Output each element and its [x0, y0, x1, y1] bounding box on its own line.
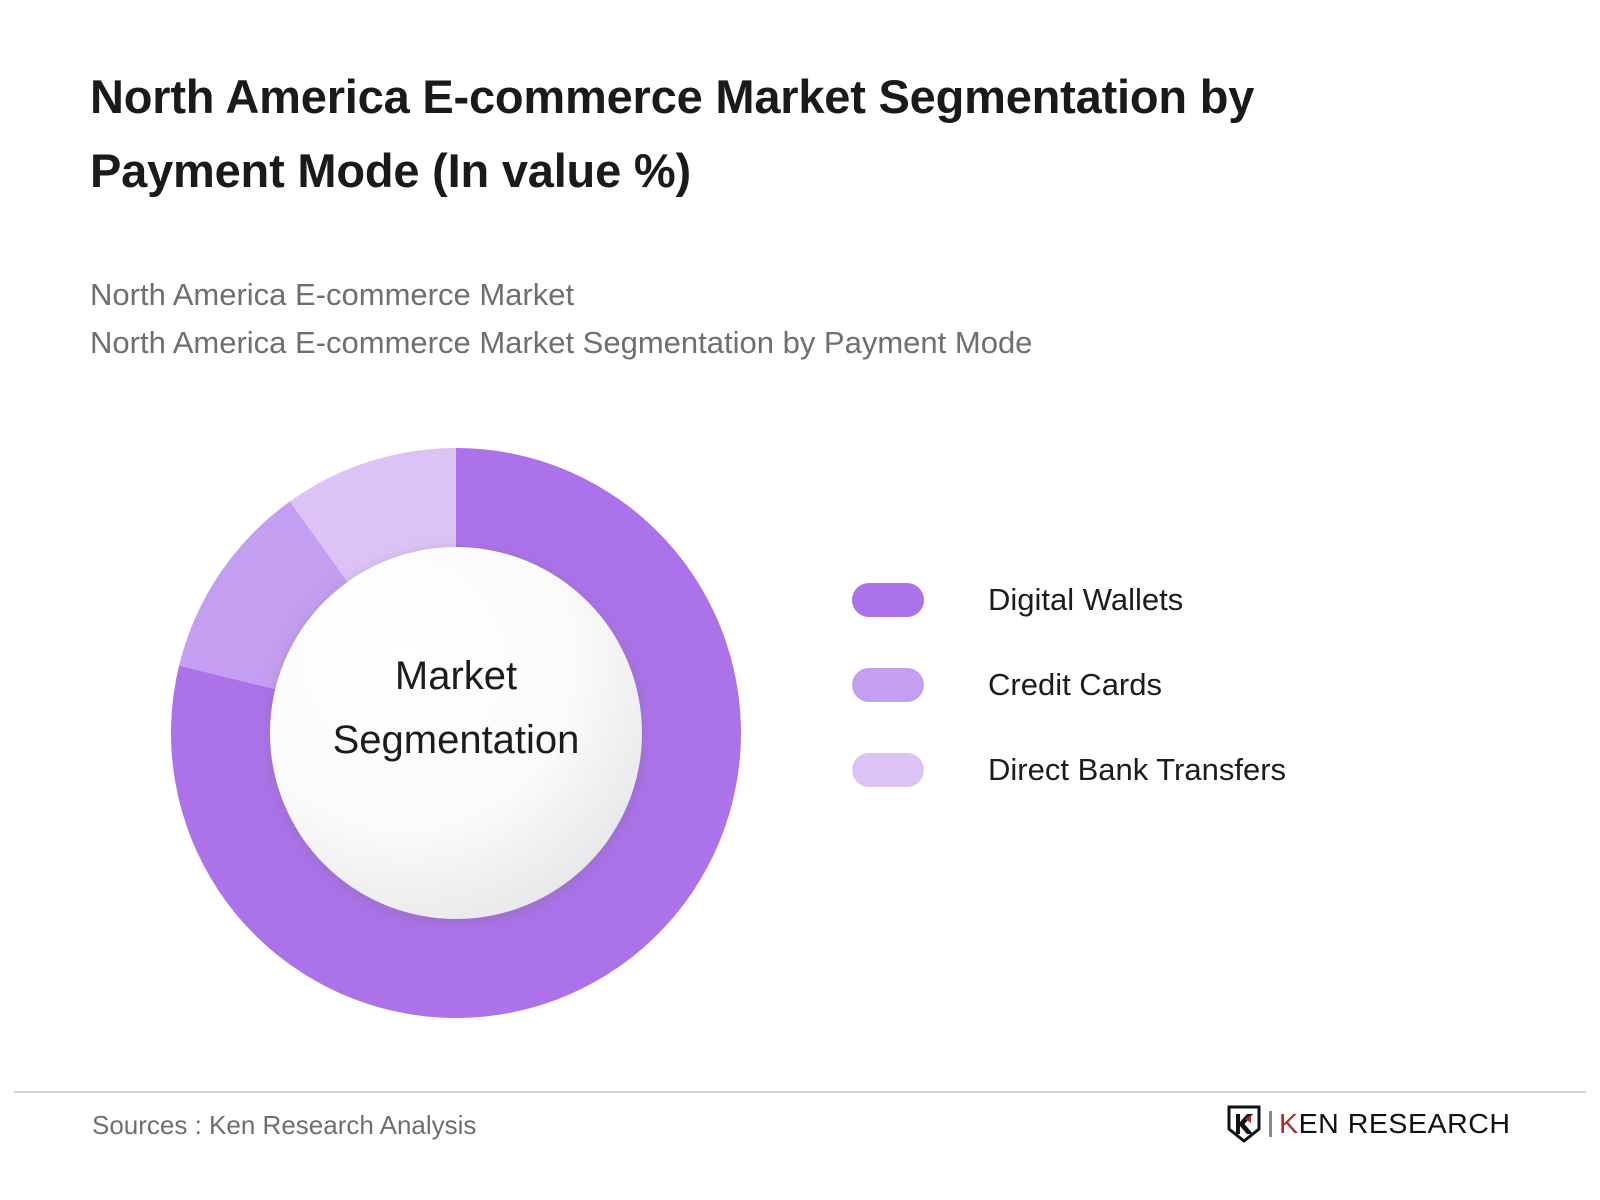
- legend-item[interactable]: Credit Cards: [852, 665, 1286, 705]
- subtitle-block: North America E-commerce Market North Am…: [90, 271, 1420, 369]
- donut-chart-svg: [170, 448, 741, 1018]
- legend-item[interactable]: Direct Bank Transfers: [852, 750, 1286, 790]
- page-title: North America E-commerce Market Segmenta…: [90, 70, 1255, 198]
- logo-wordmark-accent: K: [1279, 1108, 1299, 1139]
- header: North America E-commerce Market Segmenta…: [90, 60, 1420, 368]
- legend-label: Digital Wallets: [988, 582, 1184, 617]
- logo-wordmark: KEN RESEARCH: [1279, 1108, 1510, 1140]
- footer-divider: [14, 1091, 1586, 1093]
- donut-chart: Market Segmentation: [166, 429, 746, 1021]
- legend-swatch: [852, 583, 924, 617]
- source-note: Sources : Ken Research Analysis: [92, 1110, 477, 1140]
- ken-research-logo: KEN RESEARCH: [1227, 1104, 1510, 1144]
- chart-legend: Digital Wallets Credit Cards Direct Bank T…: [852, 580, 1286, 790]
- legend-swatch: [852, 753, 924, 787]
- legend-swatch: [852, 668, 924, 702]
- donut-center-hub: [270, 547, 642, 919]
- subtitle-line-1: North America E-commerce Market: [90, 276, 575, 312]
- chart-area: Market Segmentation Digital Wallets Credi…: [0, 420, 1600, 1040]
- shield-k-logo-icon: [1227, 1105, 1261, 1143]
- logo-divider: [1269, 1111, 1273, 1137]
- legend-label: Credit Cards: [988, 667, 1162, 702]
- legend-label: Direct Bank Transfers: [988, 752, 1287, 787]
- logo-wordmark-rest: EN RESEARCH: [1298, 1108, 1511, 1139]
- subtitle-line-2: North America E-commerce Market Segmenta…: [90, 325, 1033, 361]
- legend-item[interactable]: Digital Wallets: [852, 580, 1286, 620]
